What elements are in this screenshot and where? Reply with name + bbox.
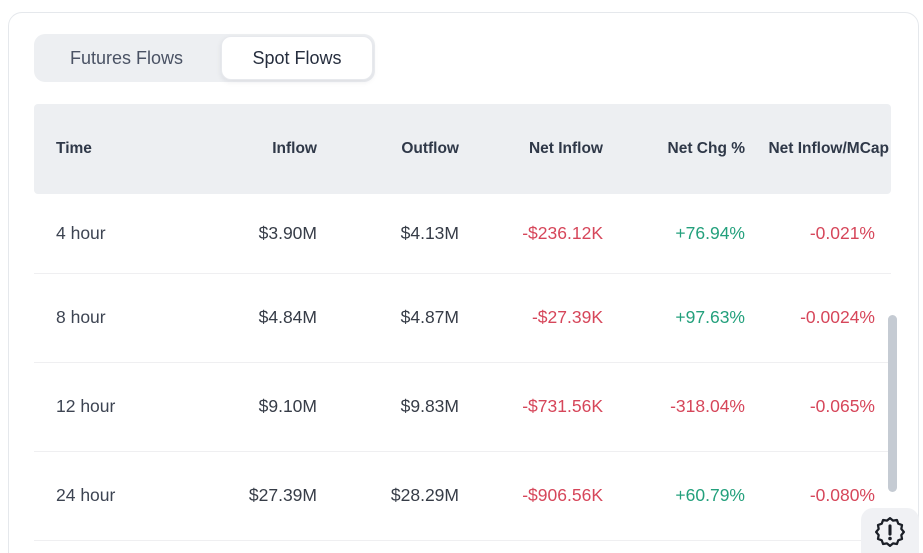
outflow-cell: $9.83M — [317, 362, 459, 452]
net-inflow-cell: -$731.56K — [459, 362, 603, 452]
time-cell: 4 hour — [34, 194, 184, 274]
net-inflow-cell: -$27.39K — [459, 273, 603, 363]
flows-tab-group: Futures Flows Spot Flows — [34, 34, 375, 82]
net-chg-cell: +76.94% — [603, 194, 745, 274]
flows-table: Time Inflow Outflow Net Inflow Net Chg %… — [34, 104, 891, 541]
outflow-cell: $4.87M — [317, 273, 459, 363]
vertical-scrollbar-thumb[interactable] — [888, 315, 897, 492]
column-header-net-inflow-mcap: Net Inflow/MCap — [745, 104, 891, 194]
column-header-outflow: Outflow — [317, 104, 459, 194]
table-header-row: Time Inflow Outflow Net Inflow Net Chg %… — [34, 104, 891, 194]
table-row: 4 hour $3.90M $4.13M -$236.12K +76.94% -… — [34, 194, 891, 274]
net-inflow-mcap-cell: -0.065% — [745, 362, 891, 452]
inflow-cell: $27.39M — [184, 451, 317, 541]
time-cell: 8 hour — [34, 273, 184, 363]
inflow-cell: $3.90M — [184, 194, 317, 274]
alert-badge-button[interactable] — [861, 508, 919, 553]
net-inflow-cell: -$236.12K — [459, 194, 603, 274]
flows-card: Futures Flows Spot Flows Time Inflow Out… — [8, 12, 919, 553]
net-inflow-mcap-cell: -0.021% — [745, 194, 891, 274]
column-header-time: Time — [34, 104, 184, 194]
net-chg-cell: -318.04% — [603, 362, 745, 452]
outflow-cell: $4.13M — [317, 194, 459, 274]
net-chg-cell: +60.79% — [603, 451, 745, 541]
column-header-inflow: Inflow — [184, 104, 317, 194]
net-inflow-mcap-cell: -0.0024% — [745, 273, 891, 363]
seal-exclamation-icon — [874, 516, 906, 553]
net-inflow-cell: -$906.56K — [459, 451, 603, 541]
table-row: 24 hour $27.39M $28.29M -$906.56K +60.79… — [34, 451, 891, 541]
time-cell: 12 hour — [34, 362, 184, 452]
net-chg-cell: +97.63% — [603, 273, 745, 363]
outflow-cell: $28.29M — [317, 451, 459, 541]
flows-table-container: Time Inflow Outflow Net Inflow Net Chg %… — [34, 104, 891, 541]
tab-spot-flows[interactable]: Spot Flows — [221, 36, 373, 80]
inflow-cell: $9.10M — [184, 362, 317, 452]
table-row: 8 hour $4.84M $4.87M -$27.39K +97.63% -0… — [34, 273, 891, 363]
table-row: 12 hour $9.10M $9.83M -$731.56K -318.04%… — [34, 362, 891, 452]
time-cell: 24 hour — [34, 451, 184, 541]
inflow-cell: $4.84M — [184, 273, 317, 363]
column-header-net-inflow: Net Inflow — [459, 104, 603, 194]
column-header-net-chg: Net Chg % — [603, 104, 745, 194]
tab-futures-flows[interactable]: Futures Flows — [69, 47, 184, 68]
